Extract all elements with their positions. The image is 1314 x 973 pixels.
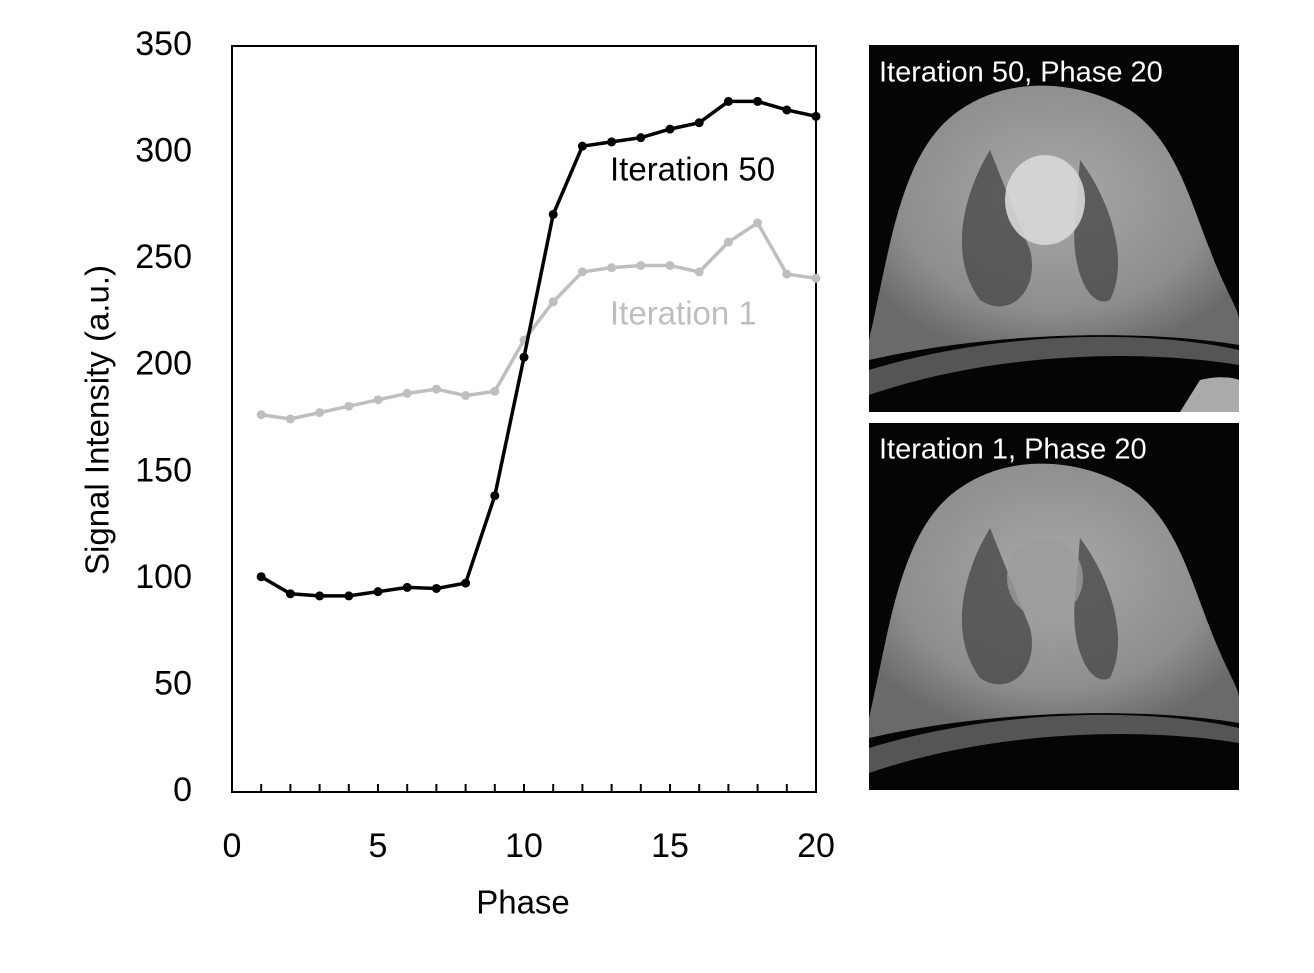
data-point <box>490 386 500 396</box>
data-point <box>402 582 412 592</box>
y-tick-label: 250 <box>135 238 192 276</box>
data-point <box>548 297 558 307</box>
x-tick-label: 20 <box>797 827 835 865</box>
y-tick-label: 0 <box>173 771 192 809</box>
x-tick-label: 0 <box>223 827 242 865</box>
series-label: Iteration 50 <box>610 151 775 188</box>
data-point <box>811 273 821 283</box>
x-axis-title: Phase <box>476 884 570 921</box>
data-point <box>577 267 587 277</box>
data-point <box>694 267 704 277</box>
y-tick-label: 100 <box>135 558 192 596</box>
data-point <box>285 414 295 424</box>
data-point <box>607 263 617 273</box>
data-point <box>256 410 266 420</box>
data-point <box>548 209 558 219</box>
data-point <box>315 591 325 601</box>
mri-panel-top <box>869 45 1239 412</box>
series-line <box>260 220 817 421</box>
data-point <box>461 578 471 588</box>
data-point <box>431 583 441 593</box>
mri-panel-bottom <box>869 423 1239 790</box>
data-point <box>490 491 500 501</box>
data-point <box>344 401 354 411</box>
data-point <box>723 96 733 106</box>
data-point <box>285 589 295 599</box>
data-point <box>373 395 383 405</box>
panel-label: Iteration 50, Phase 20 <box>879 57 1163 89</box>
data-point <box>607 137 617 147</box>
y-tick-label: 200 <box>135 345 192 383</box>
x-tick-label: 15 <box>651 827 689 865</box>
data-point <box>431 384 441 394</box>
x-tick-label: 10 <box>505 827 543 865</box>
data-point <box>782 269 792 279</box>
data-point <box>753 218 763 228</box>
data-point <box>753 96 763 106</box>
series-line <box>260 99 817 598</box>
series-label: Iteration 1 <box>610 295 757 332</box>
y-tick-label: 150 <box>135 451 192 489</box>
data-point <box>344 591 354 601</box>
data-point <box>665 124 675 134</box>
data-point <box>636 261 646 271</box>
data-point <box>782 105 792 115</box>
y-tick-label: 350 <box>135 25 192 63</box>
y-tick-label: 300 <box>135 132 192 170</box>
data-point <box>636 133 646 143</box>
data-point <box>577 141 587 151</box>
data-point <box>402 388 412 398</box>
y-tick-label: 50 <box>154 664 192 702</box>
x-tick-label: 5 <box>369 827 388 865</box>
data-point <box>723 237 733 247</box>
data-point <box>373 587 383 597</box>
data-point <box>694 118 704 128</box>
data-point <box>315 408 325 418</box>
data-point <box>519 352 529 362</box>
data-point <box>811 111 821 121</box>
data-point <box>665 261 675 271</box>
panel-label: Iteration 1, Phase 20 <box>879 434 1147 466</box>
data-point <box>256 572 266 582</box>
data-point <box>461 391 471 401</box>
y-axis-title: Signal Intensity (a.u.) <box>79 265 116 575</box>
